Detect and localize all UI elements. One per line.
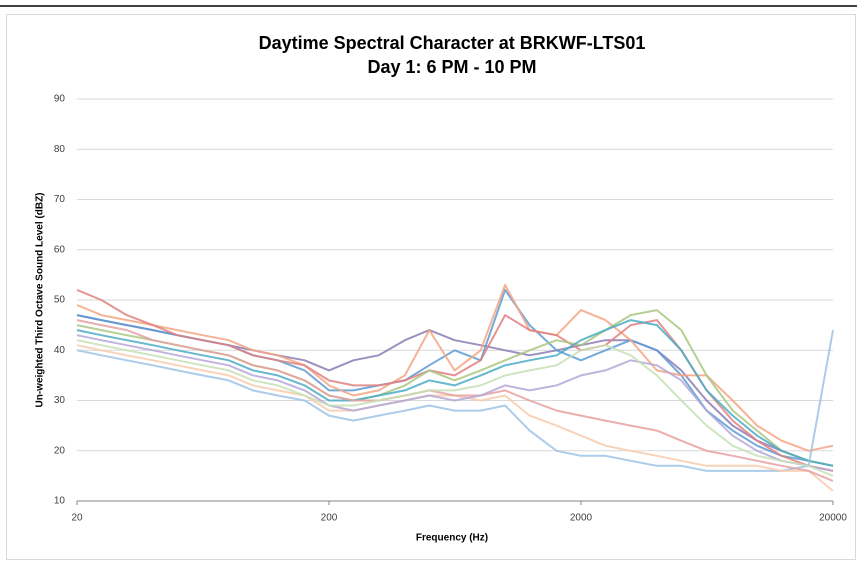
y-tick-label: 20 [54,445,66,456]
x-tick-label: 200 [321,513,338,524]
x-tick-label: 2000 [570,513,593,524]
y-tick-label: 40 [54,345,66,356]
series-line [76,339,834,477]
y-tick-label: 60 [54,244,66,255]
series-line [76,334,834,472]
y-tick-label: 80 [54,144,66,155]
chart-frame [6,14,856,560]
y-tick-label: 70 [54,194,66,205]
series-line [76,319,834,467]
y-tick-label: 30 [54,395,66,406]
x-tick-label: 20 [71,513,83,524]
series-line [76,329,834,472]
x-axis-label: Frequency (Hz) [416,533,488,544]
y-axis-label: Un-weighted Third Octave Sound Level (dB… [35,192,46,407]
y-tick-label: 50 [54,295,66,306]
chart-title: Daytime Spectral Character at BRKWF-LTS0… [259,33,646,53]
y-tick-label: 10 [54,496,66,507]
y-tick-label: 90 [54,94,66,105]
chart-subtitle: Day 1: 6 PM - 10 PM [367,57,536,77]
x-tick-label: 20000 [819,513,847,524]
series-line [76,319,834,482]
